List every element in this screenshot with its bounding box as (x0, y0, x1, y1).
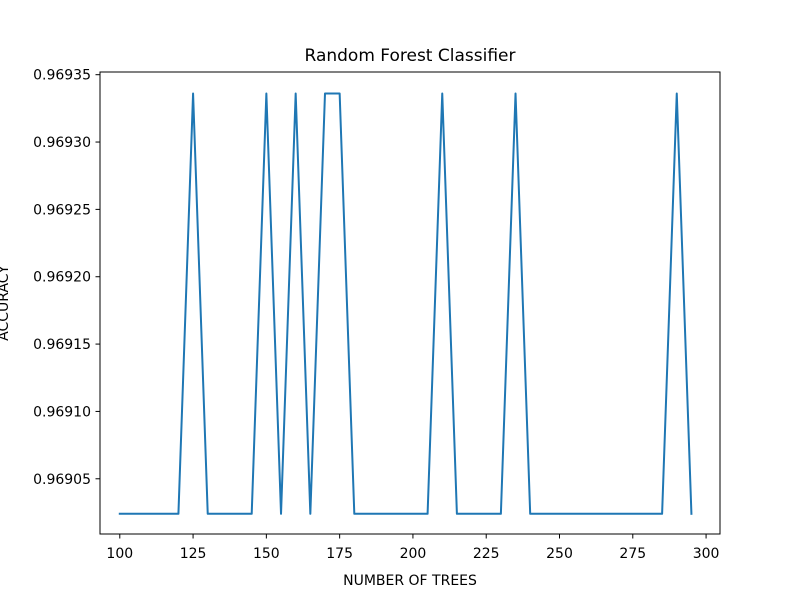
x-tick-label: 125 (180, 546, 207, 562)
accuracy-series-line (118, 92, 693, 515)
y-axis-title: ACCURACY (0, 265, 12, 341)
y-tick-label: 0.96905 (33, 472, 91, 488)
x-tick-label: 150 (253, 546, 280, 562)
y-tick-label: 0.96930 (33, 135, 91, 151)
plot-frame (99, 71, 721, 535)
x-tick-label: 200 (400, 546, 427, 562)
chart-title: Random Forest Classifier (305, 46, 516, 66)
y-tick-label: 0.96915 (33, 337, 91, 353)
y-tick-label: 0.96925 (33, 202, 91, 218)
series-layer (118, 92, 693, 515)
y-tick-label: 0.96935 (33, 68, 91, 84)
x-tick-label: 225 (473, 546, 500, 562)
y-tick-label: 0.96910 (33, 404, 91, 420)
tick-layer: 100 125 150 175 200 225 250 275 300 0.96905 0.9691… (33, 68, 719, 562)
x-tick-label: 275 (619, 546, 646, 562)
y-tick-label: 0.96920 (33, 270, 91, 286)
x-tick-label: 300 (693, 546, 720, 562)
x-tick-label: 175 (326, 546, 353, 562)
x-axis-title: NUMBER OF TREES (343, 573, 477, 589)
x-tick-label: 100 (106, 546, 133, 562)
x-tick-label: 250 (546, 546, 573, 562)
